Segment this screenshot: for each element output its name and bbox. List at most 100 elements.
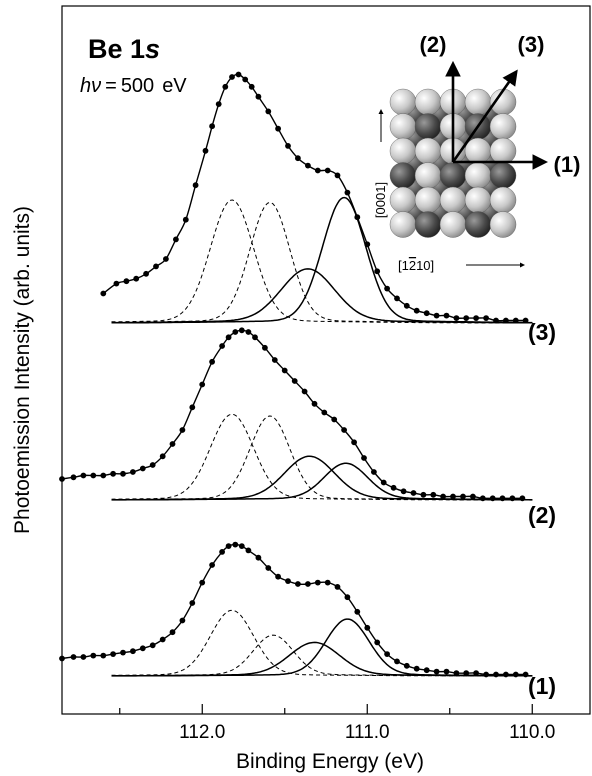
spectrum-1-data-point xyxy=(394,658,400,665)
atom-dark xyxy=(489,162,517,189)
spectrum-3-component-4-solid xyxy=(111,196,533,324)
spectrum-2-data-point xyxy=(509,495,516,502)
spectrum-1-data-point xyxy=(219,549,226,555)
spectrum-2-data-point xyxy=(301,388,308,395)
spectrum-3-data-point xyxy=(182,216,189,223)
spectrum-1-data-point xyxy=(344,594,351,601)
spectrum-2-data-point xyxy=(519,495,526,502)
spectrum-2-component-3-solid xyxy=(111,455,533,501)
spectrum-3-component-3-solid xyxy=(111,268,533,324)
atom-light xyxy=(389,88,417,116)
spectrum-2-data-point xyxy=(100,472,107,479)
spectrum-3-data-point xyxy=(215,101,222,107)
spectrum-1-data-point xyxy=(364,624,371,631)
spectrum-1-data-point xyxy=(255,554,262,561)
spectrum-2-data-point xyxy=(179,427,186,433)
spectrum-1-data-point xyxy=(90,652,97,659)
spectrum-2-data-point xyxy=(130,469,136,475)
spectrum-2-data-point xyxy=(450,493,456,500)
spectrum-2-data-point xyxy=(245,329,252,335)
atom-light xyxy=(414,137,442,165)
spectrum-3-data-point xyxy=(229,74,235,80)
spectrum-1-data-point xyxy=(70,654,77,660)
atom-light xyxy=(489,186,517,214)
atom-grid xyxy=(389,88,517,238)
spectrum-2-data-point xyxy=(460,493,466,500)
spectrum-3-data-point xyxy=(248,83,255,90)
spectrum-2-data-point xyxy=(331,416,338,423)
spectrum-3 xyxy=(100,71,533,324)
spectrum-2-data-point xyxy=(80,472,87,479)
spectrum-2-data-point xyxy=(59,476,65,482)
y-axis-label: Photoemission Intensity (arb. units) xyxy=(11,206,34,534)
spectrum-2-component-4-solid xyxy=(111,462,533,501)
spectrum-3-data-point xyxy=(394,295,400,302)
spectrum-2-data-point xyxy=(262,344,268,351)
spectrum-3-data-point xyxy=(173,236,179,243)
spectrum-1-data-point xyxy=(189,600,196,606)
spectrum-label-1: (1) xyxy=(528,673,556,699)
spectrum-1-component-1-dashed xyxy=(111,609,533,677)
spectrum-label-3: (3) xyxy=(528,319,556,345)
spectrum-1-component-4-solid xyxy=(111,618,533,677)
spectrum-1-data-point xyxy=(354,608,361,615)
spectrum-1-data-point xyxy=(275,573,281,580)
spectrum-1-data-point xyxy=(59,655,65,662)
spectrum-2-component-1-dashed xyxy=(111,413,533,501)
spectrum-1-data-point xyxy=(130,648,136,655)
spectrum-3-data-point xyxy=(374,268,381,275)
spectrum-1-data-point xyxy=(80,654,87,660)
spectrum-3-data-point xyxy=(285,143,291,149)
spectrum-2-data-point xyxy=(341,427,347,433)
atom-light xyxy=(389,113,417,140)
spectrum-3-data-point xyxy=(209,123,216,130)
spectrum-1-data-point xyxy=(209,562,216,568)
spectrum-1-data-point xyxy=(334,584,341,590)
spectrum-3-data-point xyxy=(153,263,159,270)
direction-arrow-3 xyxy=(451,69,518,163)
spectrum-1-data-point xyxy=(493,671,499,678)
spectrum-2-component-2-dashed xyxy=(111,415,533,501)
spectrum-1-data-point xyxy=(199,579,206,586)
spectrum-3-data-point xyxy=(133,275,140,282)
atom-light xyxy=(439,186,467,214)
atom-light xyxy=(489,137,517,165)
spectrum-2-data-point xyxy=(371,469,377,475)
atom-dark xyxy=(414,211,442,238)
spectrum-3-data-point xyxy=(295,155,301,162)
spectrum-3-data-point xyxy=(384,285,390,292)
spectrum-3-data-point xyxy=(512,317,519,324)
atom-dark xyxy=(389,162,417,189)
spectrum-3-data-point xyxy=(503,317,509,324)
spectrum-1-data-point xyxy=(314,579,321,586)
spectrum-3-data-point xyxy=(123,278,130,285)
crystal-inset: (1) (2) (3) [0001] [1210] xyxy=(373,32,580,273)
spectrum-1-data-point xyxy=(245,547,252,554)
atom-dark xyxy=(439,162,467,189)
spectrum-1-data-point xyxy=(100,652,107,659)
atom-light xyxy=(464,162,492,189)
spectrum-2-data-point xyxy=(219,343,226,349)
spectrum-2-data-point xyxy=(380,479,387,486)
spectrum-3-data-point xyxy=(443,312,450,319)
spectrum-1-data-point xyxy=(453,670,460,676)
axis-1210-label: [1210] xyxy=(398,258,434,273)
spectrum-3-data-point xyxy=(100,290,107,297)
spectrum-2-data-point xyxy=(479,495,486,502)
spectrum-2-data-point xyxy=(159,453,166,460)
atom-light xyxy=(389,186,417,214)
spectrum-1-data-point xyxy=(473,670,479,676)
spectrum-2-data-point xyxy=(139,465,146,472)
spectrum-1-data-point xyxy=(159,636,166,643)
spectrum-1-data-point xyxy=(265,565,272,571)
spectrum-3-data-point xyxy=(235,71,242,78)
atom-light xyxy=(389,137,417,165)
spectrum-3-data-point xyxy=(354,214,361,221)
spectrum-label-2: (2) xyxy=(528,502,556,528)
spectrum-1-data-point xyxy=(120,649,126,656)
spectrum-3-data-point xyxy=(463,315,470,321)
spectrum-2-data-point xyxy=(291,378,298,384)
spectrum-1-data-point xyxy=(403,662,410,669)
spectrum-1-data-point xyxy=(149,642,156,649)
